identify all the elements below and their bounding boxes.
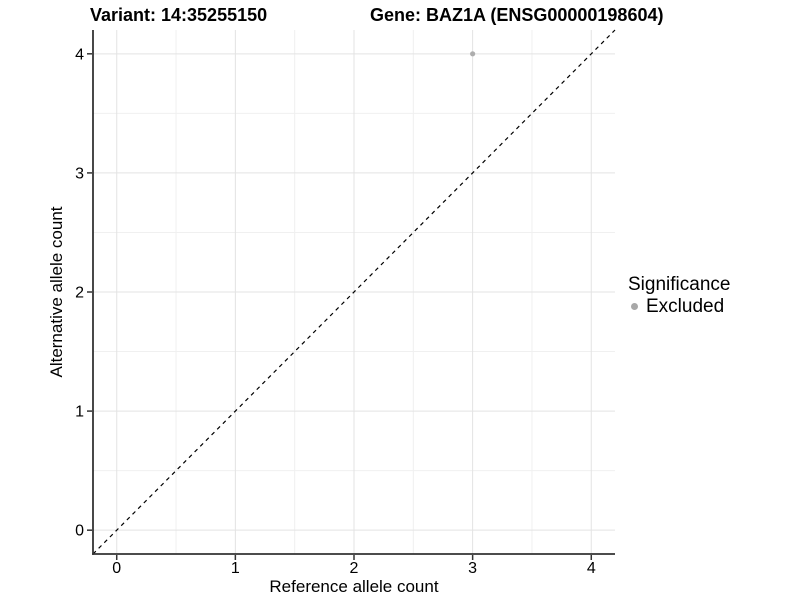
y-tick-label: 2 <box>75 285 84 302</box>
legend-item-label: Excluded <box>646 296 725 317</box>
plot-title-variant: Variant: 14:35255150 <box>90 5 268 25</box>
y-tick-label: 3 <box>75 165 84 182</box>
legend-item-excluded: Excluded <box>628 296 730 317</box>
plot-title-gene: Gene: BAZ1A (ENSG00000198604) <box>370 5 664 25</box>
y-tick-label: 0 <box>75 523 84 540</box>
data-point <box>470 51 476 57</box>
x-tick-label: 4 <box>587 560 596 577</box>
legend-point-icon <box>631 303 638 310</box>
identity-line <box>92 29 616 555</box>
x-tick-label: 0 <box>112 560 121 577</box>
legend: Significance Excluded <box>628 274 730 317</box>
y-tick-label: 4 <box>75 46 84 63</box>
x-axis-title: Reference allele count <box>269 577 439 596</box>
legend-title: Significance <box>628 274 731 295</box>
x-tick-label: 3 <box>468 560 477 577</box>
x-tick-label: 1 <box>231 560 240 577</box>
x-tick-label: 2 <box>350 560 359 577</box>
y-tick-label: 1 <box>75 404 84 421</box>
y-axis-title: Alternative allele count <box>47 206 66 378</box>
